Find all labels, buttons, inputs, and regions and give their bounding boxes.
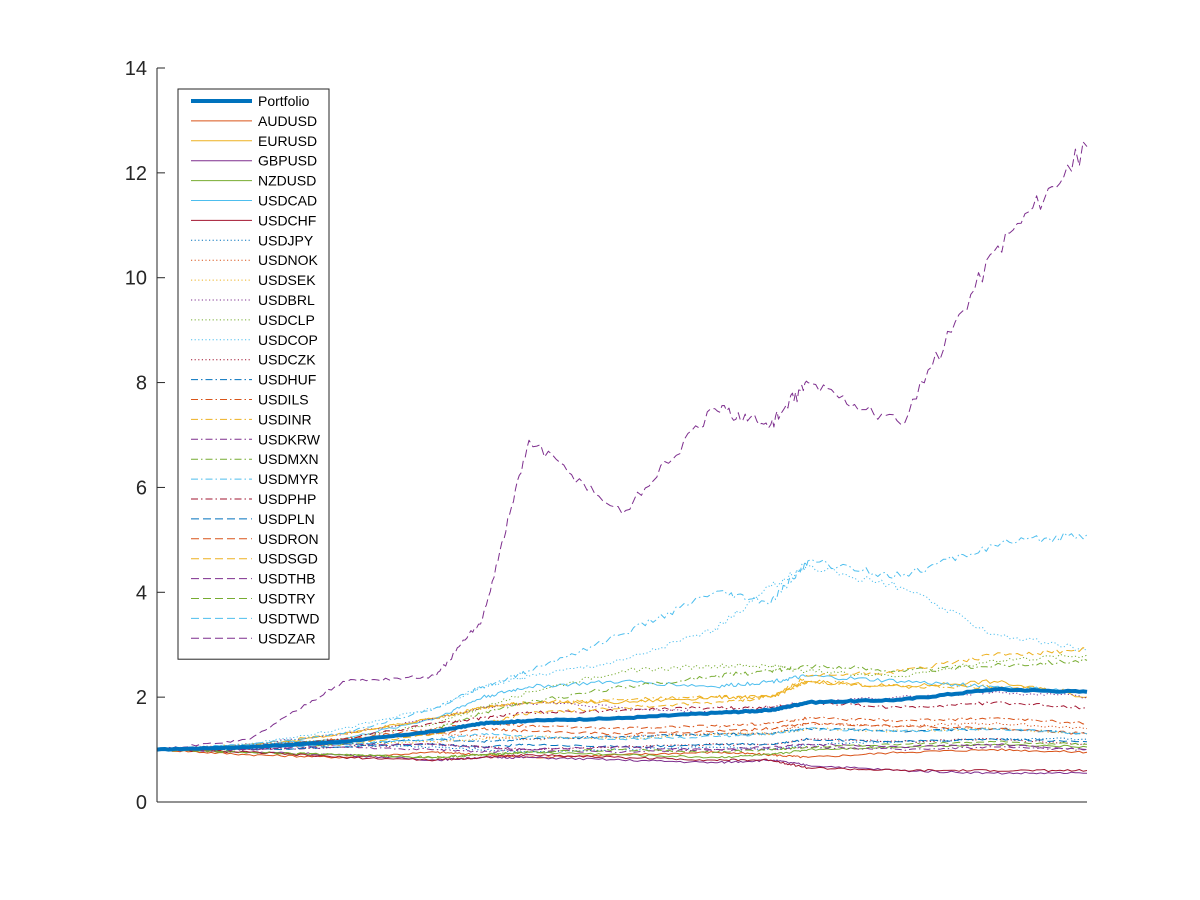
legend-label-usdron: USDRON (258, 531, 319, 547)
legend-label-usdclp: USDCLP (258, 312, 315, 328)
series-line-usdphp (156, 701, 1088, 751)
legend-label-usdthb: USDTHB (258, 571, 316, 587)
series-line-usdchf (156, 748, 1088, 773)
series-line-nzdusd (156, 743, 1088, 759)
series-line-usdtwd (156, 727, 1088, 751)
legend-label-usdsgd: USDSGD (258, 551, 318, 567)
series-line-usdzar (157, 141, 1088, 751)
series-line-usdron (156, 721, 1088, 751)
legend-label-usdtry: USDTRY (258, 591, 316, 607)
legend-label-audusd: AUDUSD (258, 113, 317, 129)
y-tick-label: 8 (136, 373, 147, 395)
legend-label-usdkrw: USDKRW (258, 431, 321, 447)
legend-label-nzdusd: NZDUSD (258, 173, 316, 189)
series-line-usdkrw (156, 745, 1088, 754)
legend-label-usdczk: USDCZK (258, 352, 316, 368)
legend-label-usdmyr: USDMYR (258, 471, 319, 487)
legend-label-usdsek: USDSEK (258, 272, 316, 288)
axes: 0 2 4 6 8 10 12 14 (125, 58, 1087, 814)
legend-label-usdinr: USDINR (258, 411, 312, 427)
series-line-usdcop (156, 563, 1088, 751)
y-tick-label: 2 (136, 687, 147, 709)
legend-label-usdmxn: USDMXN (258, 451, 319, 467)
legend-label-usdzar: USDZAR (258, 630, 316, 646)
series-line-usdmyr (157, 532, 1088, 751)
legend-label-portfolio: Portfolio (258, 93, 310, 109)
legend-label-eurusd: EURUSD (258, 133, 317, 149)
series-layer (156, 141, 1088, 775)
legend: Portfolio AUDUSD EURUSD GBPUSD NZDUSD USDCAD U… (177, 88, 330, 660)
series-line-usdtry (156, 740, 1087, 759)
y-tick-label: 4 (136, 582, 147, 604)
legend-label-usdcad: USDCAD (258, 193, 317, 209)
y-tick-label: 6 (136, 477, 147, 499)
legend-label-usdpln: USDPLN (258, 511, 315, 527)
legend-label-usdcop: USDCOP (258, 332, 318, 348)
legend-label-gbpusd: GBPUSD (258, 153, 317, 169)
legend-label-usdchf: USDCHF (258, 212, 316, 228)
legend-label-usdbrl: USDBRL (258, 292, 315, 308)
y-tick-label: 12 (125, 163, 147, 185)
legend-label-usdjpy: USDJPY (258, 232, 314, 248)
legend-label-usdhuf: USDHUF (258, 372, 316, 388)
legend-label-usdtwd: USDTWD (258, 610, 319, 626)
legend-label-usdils: USDILS (258, 392, 309, 408)
y-tick-label: 10 (125, 268, 147, 290)
series-line-usdclp (156, 653, 1088, 751)
series-line-usdsgd (156, 647, 1088, 751)
y-tick-label: 14 (125, 58, 147, 80)
series-line-usdmxn (156, 658, 1088, 751)
y-tick-label: 0 (136, 792, 147, 814)
series-line-usdthb (156, 743, 1088, 751)
legend-box (177, 88, 330, 660)
legend-label-usdnok: USDNOK (258, 252, 319, 268)
legend-label-usdphp: USDPHP (258, 491, 316, 507)
series-line-portfolio (156, 686, 1088, 752)
